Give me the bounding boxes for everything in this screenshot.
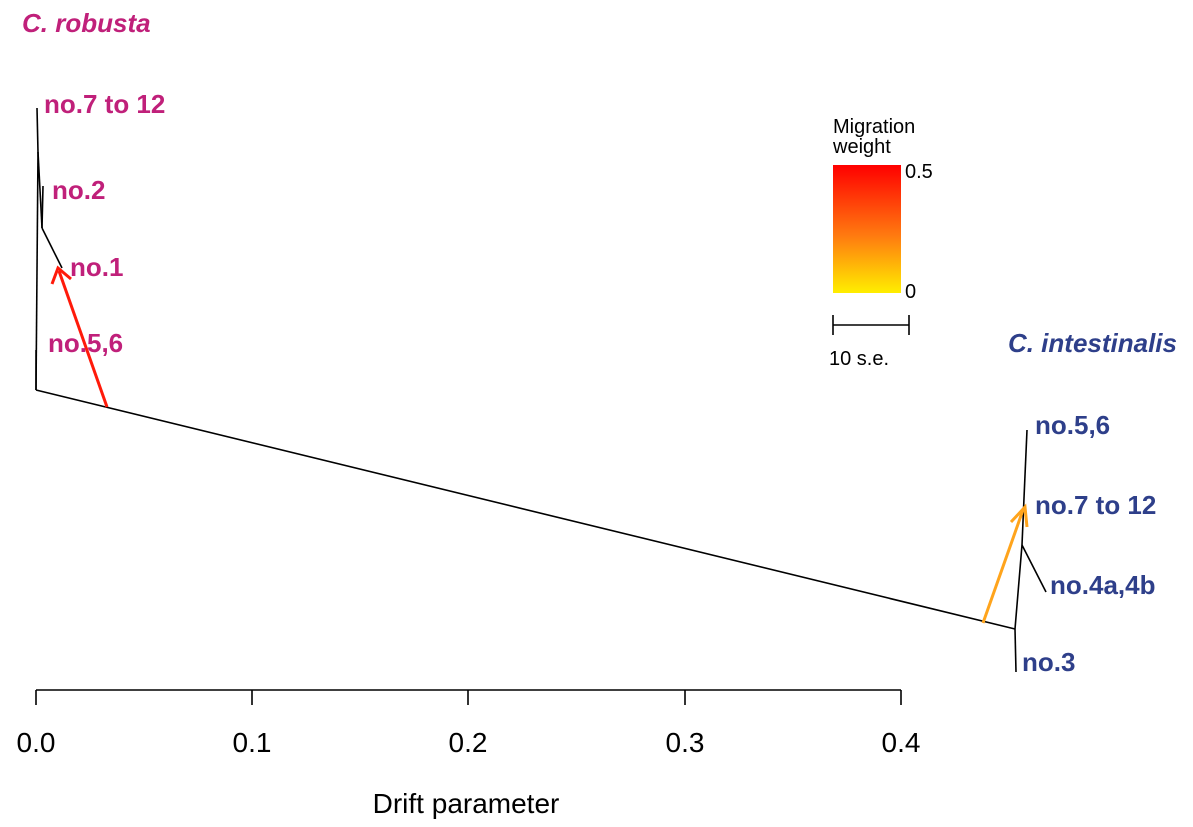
x-axis-title: Drift parameter — [373, 788, 560, 819]
migration-edges — [50, 265, 1029, 624]
tree — [35, 107, 1047, 673]
migration-arrow-robusta-head — [50, 265, 72, 285]
x-tick-label-4: 0.4 — [882, 727, 921, 758]
tree-branch-r-2 — [41, 185, 44, 229]
tip-label-r-1: no.1 — [70, 252, 123, 282]
tree-branch-main — [35, 389, 1016, 630]
legend-title-line2: weight — [832, 136, 891, 158]
tree-branch-r-stem — [35, 151, 39, 391]
x-tick-label-2: 0.2 — [449, 727, 488, 758]
legend-title-line1: Migration — [833, 116, 915, 138]
migration-arrow-intestinalis-head — [1009, 503, 1029, 528]
migration-legend: Migration weight 0.5 0 10 s.e. — [829, 116, 933, 370]
migration-arrow-intestinalis-line — [981, 509, 1025, 624]
x-tick-label-3: 0.3 — [666, 727, 705, 758]
intestinalis-tip-labels: no.5,6 no.7 to 12 no.4a,4b no.3 — [1022, 410, 1156, 677]
tree-branch-r-1 — [41, 227, 63, 269]
x-tick-label-1: 0.1 — [233, 727, 272, 758]
legend-color-bar — [833, 165, 901, 293]
robusta-tip-labels: no.7 to 12 no.2 no.1 no.5,6 — [44, 89, 165, 358]
species-label-robusta: C. robusta — [22, 8, 151, 38]
x-tick-label-0: 0.0 — [17, 727, 56, 758]
tip-label-i-56: no.5,6 — [1035, 410, 1110, 440]
scale-bar — [832, 315, 910, 335]
tree-branch-i-56 — [1023, 429, 1028, 499]
tree-branch-r-7to12 — [36, 107, 39, 153]
x-axis-ticks — [35, 690, 902, 705]
x-axis: 0.0 0.1 0.2 0.3 0.4 Drift parameter — [17, 689, 921, 819]
legend-max-label: 0.5 — [905, 161, 933, 183]
tree-branch-r-inner — [37, 151, 43, 229]
tree-branch-i-inner — [1021, 497, 1025, 546]
scale-bar-label: 10 s.e. — [829, 348, 889, 370]
tip-label-i-7to12: no.7 to 12 — [1035, 490, 1156, 520]
tip-label-r-2: no.2 — [52, 175, 105, 205]
tree-branch-i-3 — [1014, 628, 1017, 673]
migration-arrow-robusta-line — [57, 270, 109, 408]
legend-min-label: 0 — [905, 281, 916, 303]
tree-branch-i-stem — [1014, 544, 1023, 630]
tip-label-r-7to12: no.7 to 12 — [44, 89, 165, 119]
tip-label-r-56: no.5,6 — [48, 328, 123, 358]
tip-label-i-4a4b: no.4a,4b — [1050, 570, 1155, 600]
tip-label-i-3: no.3 — [1022, 647, 1075, 677]
tree-branch-i-4a4b — [1021, 544, 1047, 593]
species-label-intestinalis: C. intestinalis — [1008, 328, 1177, 358]
